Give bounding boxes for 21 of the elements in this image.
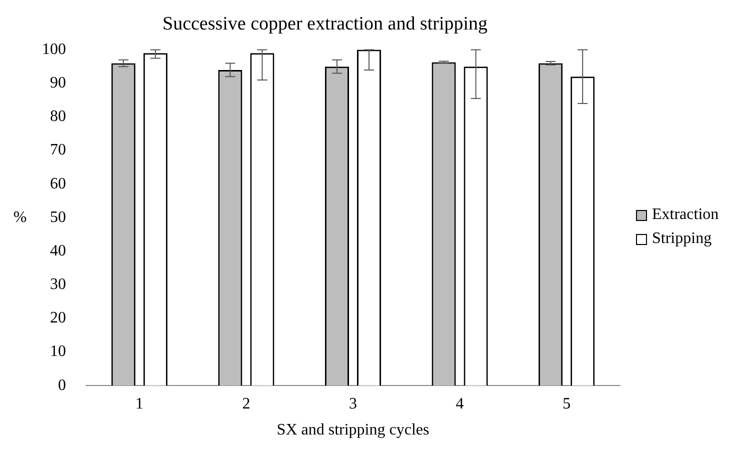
- y-tick-label: 10: [50, 343, 66, 360]
- text: Stripping: [652, 230, 712, 248]
- x-tick-label: 3: [349, 395, 357, 412]
- y-tick-label: 20: [50, 310, 66, 327]
- chart-title: Successive copper extraction and stripping: [162, 13, 488, 34]
- x-tick-label: 4: [456, 395, 464, 412]
- x-axis-title: SX and stripping cycles: [276, 422, 430, 439]
- legend-label: Extraction: [652, 206, 719, 224]
- y-tick-label: 30: [50, 276, 66, 294]
- y-tick-label: 40: [50, 242, 66, 260]
- y-tick-label: 70: [50, 142, 66, 159]
- x-tick-label: 5: [562, 395, 571, 412]
- y-tick-label: 100: [42, 41, 66, 58]
- y-tick-label: 50: [50, 208, 66, 226]
- y-tick-label: 80: [50, 108, 66, 126]
- y-tick-label: 90: [50, 74, 66, 92]
- x-tick-label: 1: [135, 395, 144, 412]
- y-axis-title: %: [13, 208, 27, 226]
- x-tick-label: 2: [242, 395, 250, 412]
- y-tick-label: 0: [58, 376, 66, 394]
- y-tick-label: 60: [50, 175, 66, 192]
